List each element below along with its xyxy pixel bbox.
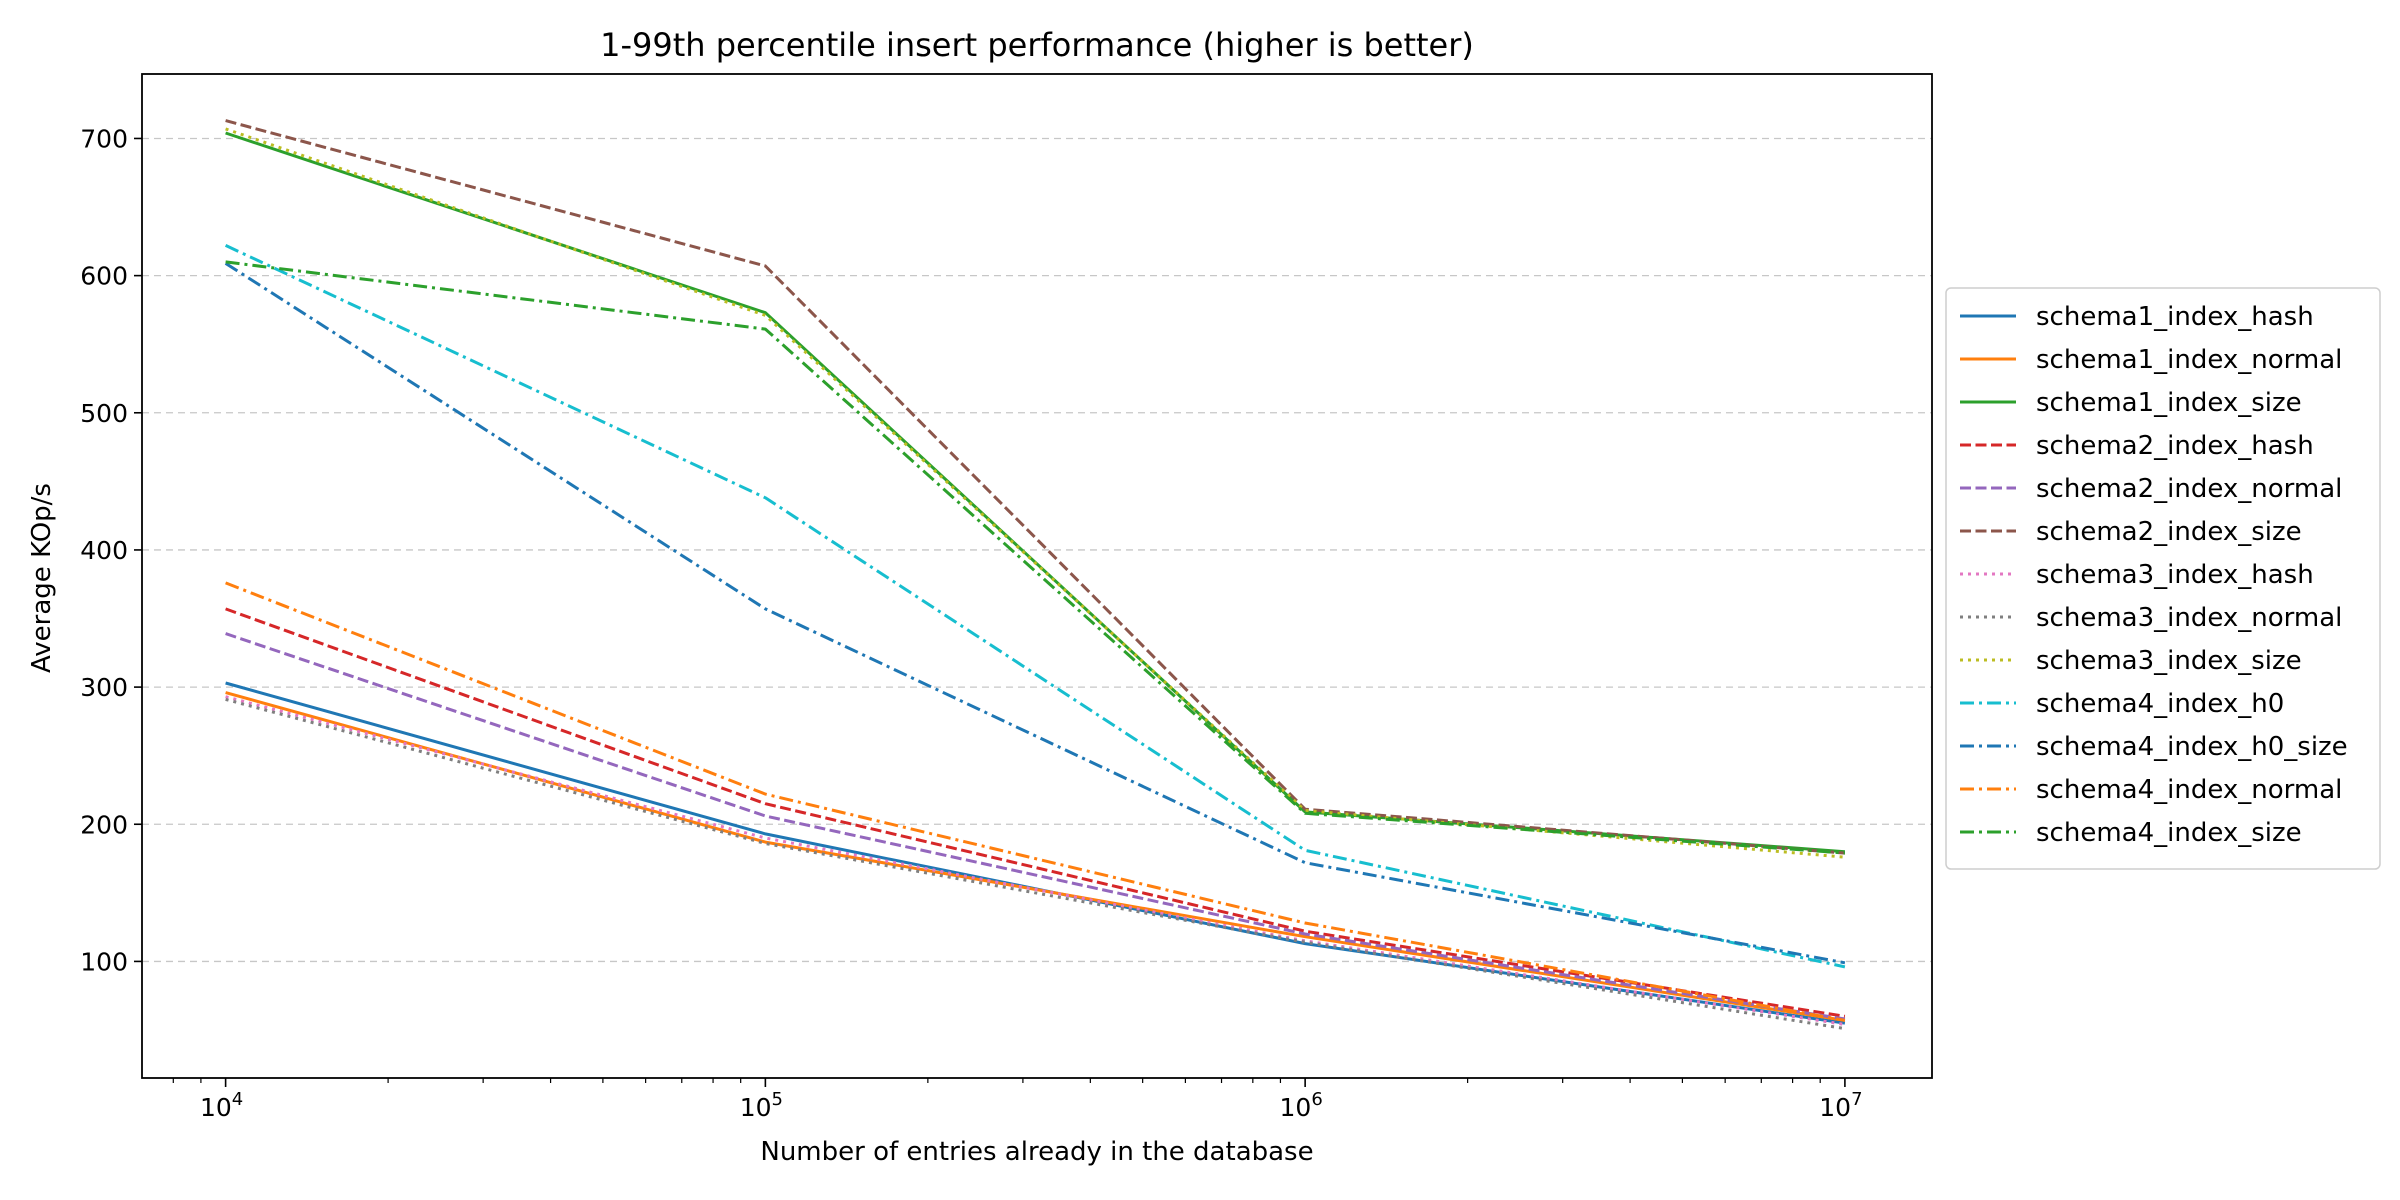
series-line-schema3_index_normal [225, 697, 1846, 1031]
x-tick-label: 107 [1819, 1089, 1862, 1122]
plot-frame [141, 73, 1933, 1079]
legend-label: schema3_index_normal [2036, 603, 2342, 633]
legend-box [1945, 287, 2381, 870]
legend: schema1_index_hash schema1_index_normalsc… [1945, 287, 2381, 870]
legend-label: schema1_index_normal [2036, 345, 2342, 375]
series-line-schema1_index_hash [225, 681, 1846, 1025]
y-axis-label: Average KOp/s [27, 483, 57, 673]
series-line-schema1_index_size [225, 131, 1846, 854]
series-line-schema2_index_size [225, 119, 1846, 855]
series-line-schema4_index_h0_size [224, 262, 1846, 965]
legend-label: schema1_index_size [2036, 388, 2302, 418]
legend-label: schema4_index_normal [2036, 775, 2342, 805]
y-axis-ticks: 100 200 300 400 500 600 700 [80, 124, 142, 976]
y-tick-label: 700 [80, 124, 128, 153]
x-axis-ticks: 104 105 106 107 [172, 1078, 1863, 1122]
series-line-schema1_index_normal [225, 691, 1846, 1022]
series-lines [224, 119, 1846, 1031]
x-tick-label: 106 [1280, 1089, 1323, 1122]
y-tick-label: 500 [80, 399, 128, 428]
chart-title: 1-99th percentile insert performance (hi… [600, 26, 1474, 64]
legend-label: schema1_index_hash [2036, 302, 2314, 332]
legend-label: schema4_index_h0 [2036, 689, 2284, 719]
grid-lines [142, 137, 1932, 963]
legend-label: schema4_index_h0_size [2036, 732, 2348, 762]
y-tick-label: 300 [80, 673, 128, 702]
legend-label: schema4_index_size [2036, 818, 2302, 848]
series-line-schema4_index_size [225, 260, 1846, 855]
legend-label: schema3_index_size [2036, 646, 2302, 676]
series-line-schema4_index_h0 [224, 244, 1846, 969]
y-tick-label: 200 [80, 810, 128, 839]
legend-label: schema2_index_normal [2036, 474, 2342, 504]
series-line-schema2_index_hash [225, 607, 1846, 1018]
y-tick-label: 100 [80, 947, 128, 976]
series-line-schema2_index_normal [225, 632, 1846, 1021]
x-tick-label: 104 [200, 1089, 243, 1122]
legend-label: schema2_index_size [2036, 517, 2302, 547]
series-line-schema3_index_hash [225, 695, 1846, 1026]
series-line-schema3_index_size [225, 127, 1846, 859]
x-axis-label: Number of entries already in the databas… [760, 1137, 1313, 1167]
y-tick-label: 600 [80, 262, 128, 291]
legend-label: schema3_index_hash [2036, 560, 2314, 590]
y-tick-label: 400 [80, 536, 128, 565]
x-tick-label: 105 [740, 1089, 783, 1122]
series-line-schema4_index_normal [225, 581, 1846, 1022]
legend-label: schema2_index_hash [2036, 431, 2314, 461]
